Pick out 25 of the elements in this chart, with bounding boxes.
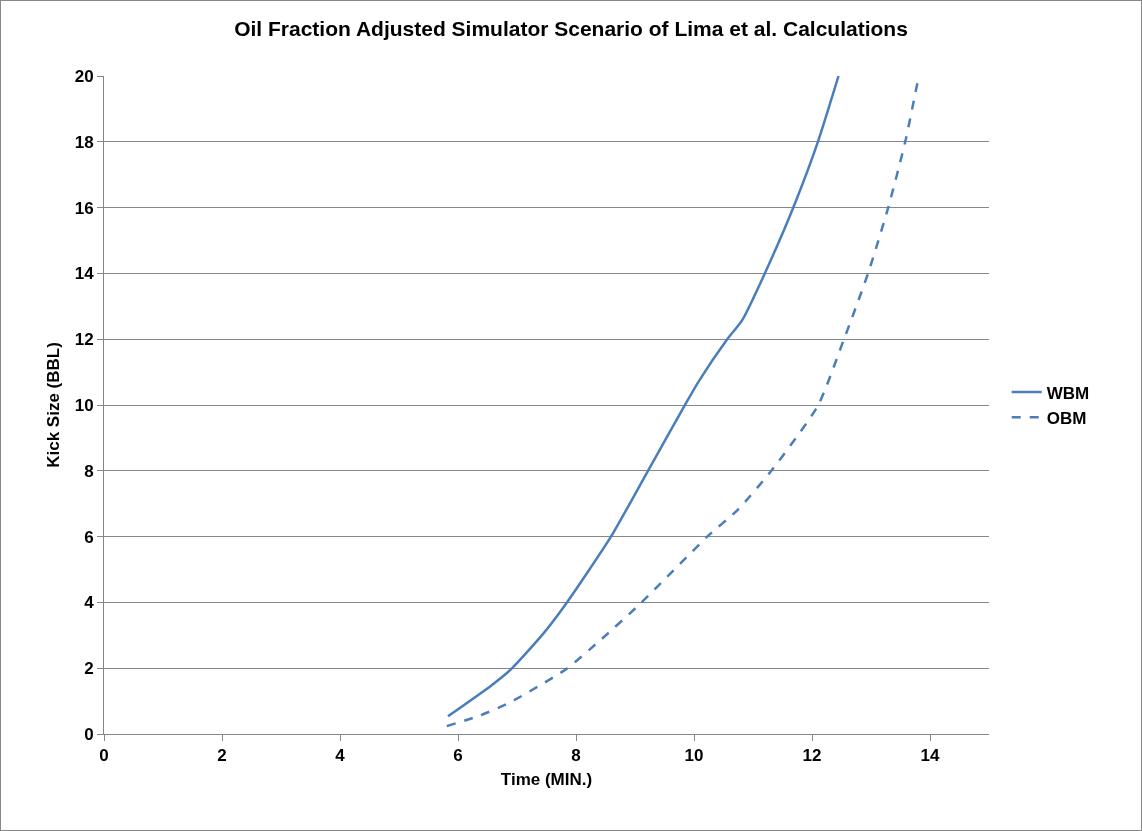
y-axis-title: Kick Size (BBL) — [44, 342, 64, 468]
x-tick-label: 6 — [453, 746, 463, 766]
x-tick-label: 12 — [802, 746, 822, 766]
x-tick-label: 8 — [571, 746, 581, 766]
y-tick-label: 16 — [74, 198, 94, 218]
y-tick-label: 14 — [74, 264, 95, 284]
x-tick-label: 2 — [217, 746, 227, 766]
legend-label: WBM — [1046, 383, 1090, 403]
chart-title: Oil Fraction Adjusted Simulator Scenario of Lima et al. Calculations — [234, 17, 908, 41]
x-tick-label: 10 — [684, 746, 704, 766]
y-tick-label: 18 — [74, 132, 94, 152]
x-tick-label: 4 — [335, 746, 346, 766]
x-tick-label: 0 — [99, 746, 109, 766]
y-tick-label: 4 — [84, 593, 95, 613]
y-tick-label: 12 — [74, 330, 94, 350]
line-series — [446, 76, 840, 718]
y-tick-label: 0 — [84, 724, 94, 744]
y-tick-label: 8 — [84, 461, 94, 481]
legend-label: OBM — [1046, 408, 1087, 428]
x-tick-label: 14 — [920, 746, 940, 766]
y-tick-label: 6 — [84, 527, 94, 547]
x-axis-title: Time (MIN.) — [500, 769, 593, 789]
y-tick-label: 2 — [84, 659, 94, 679]
y-tick-label: 10 — [74, 395, 94, 415]
y-tick-label: 20 — [74, 66, 94, 86]
